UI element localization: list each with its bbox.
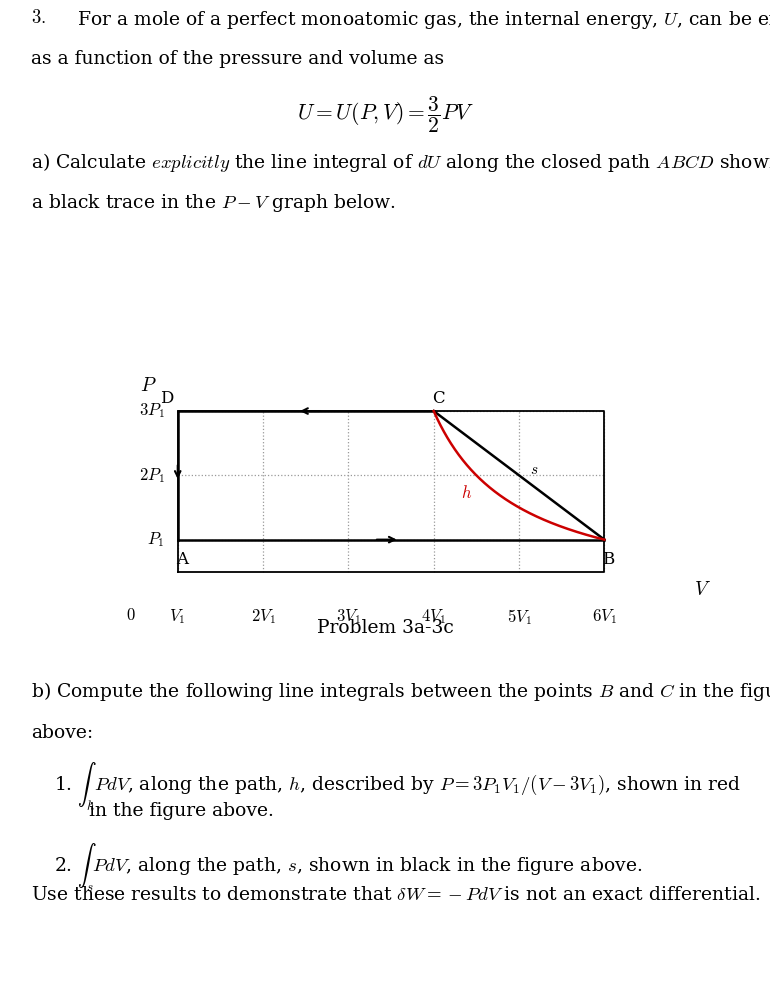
Text: $4V_1$: $4V_1$: [421, 607, 446, 626]
Text: B: B: [602, 551, 614, 569]
Text: $P_1$: $P_1$: [147, 530, 165, 549]
Text: For a mole of a perfect monoatomic gas, the internal energy, $U$, can be express: For a mole of a perfect monoatomic gas, …: [77, 10, 770, 31]
Text: $3P_1$: $3P_1$: [139, 402, 165, 420]
Text: D: D: [160, 390, 173, 407]
Text: $2V_1$: $2V_1$: [250, 607, 276, 626]
Text: $3V_1$: $3V_1$: [336, 607, 361, 626]
Text: $\mathbf{3.}$: $\mathbf{3.}$: [31, 10, 45, 27]
Text: b) Compute the following line integrals between the points $B$ and $C$ in the fi: b) Compute the following line integrals …: [31, 681, 770, 703]
Text: $V_1$: $V_1$: [169, 607, 186, 626]
Text: $V$: $V$: [694, 580, 711, 599]
Text: $s$: $s$: [531, 464, 538, 477]
Text: $2P_1$: $2P_1$: [139, 465, 165, 485]
Text: $6V_1$: $6V_1$: [592, 607, 617, 626]
Text: A: A: [176, 551, 188, 569]
Text: Use these results to demonstrate that $\delta W = -PdV$ is not an exact differen: Use these results to demonstrate that $\…: [31, 886, 760, 904]
Text: a) Calculate $\mathit{explicitly}$ the line integral of $dU$ along the closed pa: a) Calculate $\mathit{explicitly}$ the l…: [31, 151, 770, 174]
Text: as a function of the pressure and volume as: as a function of the pressure and volume…: [31, 50, 444, 69]
Text: a black trace in the $P - V$ graph below.: a black trace in the $P - V$ graph below…: [31, 191, 396, 214]
Text: in the figure above.: in the figure above.: [89, 801, 273, 820]
Text: 1. $\int_h PdV$, along the path, $h$, described by $P = 3P_1V_1/(V - 3V_1)$, sho: 1. $\int_h PdV$, along the path, $h$, de…: [54, 761, 741, 813]
Text: $U = U(P,V) = \dfrac{3}{2}PV$: $U = U(P,V) = \dfrac{3}{2}PV$: [296, 94, 474, 135]
Text: $P$: $P$: [139, 377, 156, 395]
Text: Problem 3a-3c: Problem 3a-3c: [316, 620, 454, 637]
Text: C: C: [432, 390, 444, 407]
Text: $5V_1$: $5V_1$: [507, 607, 531, 627]
Text: $0$: $0$: [126, 607, 136, 625]
Text: 2. $\int_s PdV$, along the path, $s$, shown in black in the figure above.: 2. $\int_s PdV$, along the path, $s$, sh…: [54, 843, 642, 895]
Text: above:: above:: [31, 725, 93, 742]
Text: $h$: $h$: [460, 485, 472, 502]
